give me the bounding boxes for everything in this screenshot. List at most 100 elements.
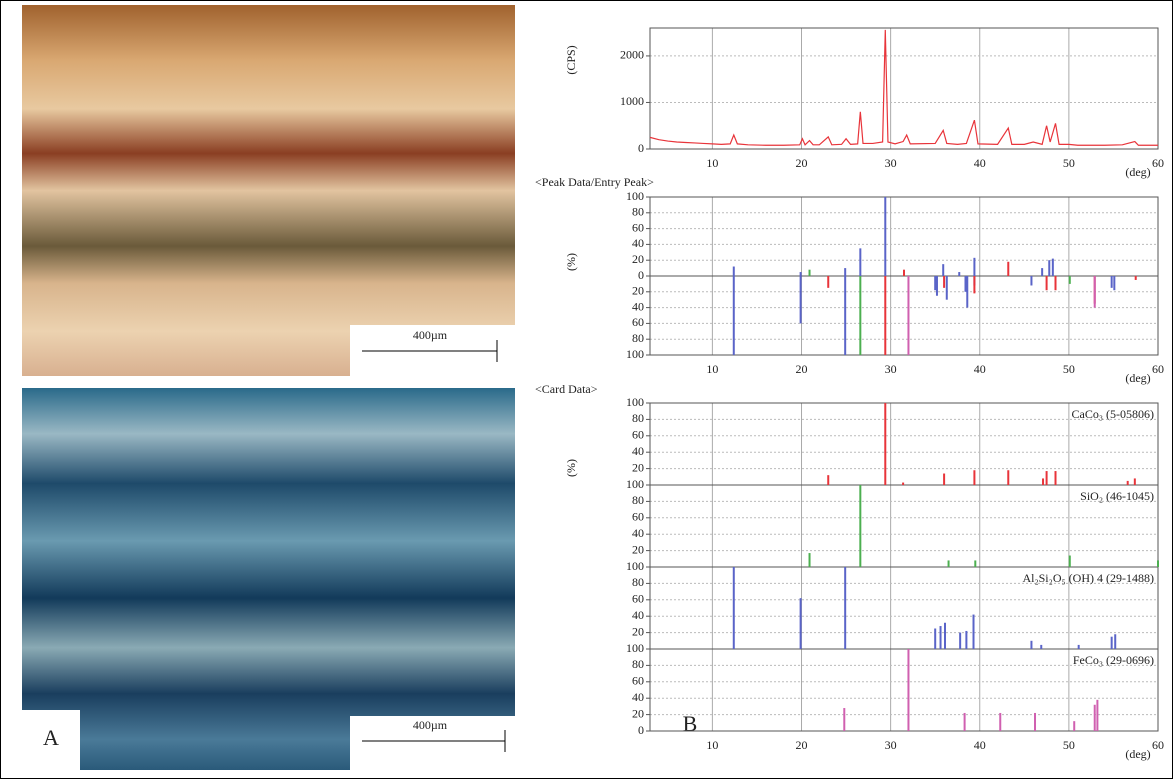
peak-bar [884,403,887,485]
peak-bar [732,276,735,355]
x-unit: (deg) [1125,165,1150,179]
chart-title: <Peak Data/Entry Peak> [535,175,654,189]
y-tick-label: 20 [632,284,644,298]
y-tick-label: 100 [626,641,644,655]
peak-bar [965,630,968,649]
x-tick-label: 40 [974,156,986,170]
y-tick-label: 60 [632,592,644,606]
peak-bar [934,276,937,291]
x-tick-label: 50 [1063,738,1075,752]
peak-bar [1157,560,1159,567]
peak-bar [859,485,862,567]
x-unit: (deg) [1125,371,1150,385]
y-tick-label: 80 [632,205,644,219]
peak-bar [972,614,975,649]
x-tick-label: 30 [885,738,897,752]
peak-bar [827,276,830,288]
peak-bar [1126,480,1129,485]
peak-bar [1096,699,1099,731]
peak-bar [1034,712,1037,731]
micrograph-ppl [22,5,515,376]
peak-bar [799,598,802,649]
y-tick-label: 20 [632,542,644,556]
y-tick-label: 100 [626,559,644,573]
y-tick-label: 0 [638,723,644,737]
peak-bar [943,473,946,485]
peak-bar [799,272,802,276]
peak-bar [884,197,887,276]
legend-label: CaCo₃ (5-05806) [1071,407,1154,421]
peak-bar [1045,471,1048,485]
x-tick-label: 60 [1152,156,1164,170]
peak-bar [1093,276,1096,308]
label-box [22,710,80,770]
y-tick-label: 40 [632,690,644,704]
peak-bar [943,276,946,288]
peak-bar [1134,276,1137,280]
peak-bar [907,276,910,355]
peak-bar [934,628,937,649]
y-tick-label: 80 [632,657,644,671]
peak-bar [1030,276,1033,286]
y-tick-label: 100 [626,347,644,361]
peak-bar [1041,268,1044,276]
x-tick-label: 40 [974,738,986,752]
scale-box [350,716,515,770]
peak-bar [939,626,942,649]
peak-bar [1114,634,1117,649]
y-tick-label: 0 [638,268,644,282]
peak-bar [1042,478,1045,485]
peak-bar [966,276,969,308]
y-tick-label: 20 [632,252,644,266]
peak-bar [1054,276,1057,291]
peak-bar [1068,555,1071,567]
y-tick-label: 20 [632,706,644,720]
peak-bar [843,708,846,731]
peak-bar [1045,276,1048,291]
y-tick-label: 100 [626,189,644,203]
peak-bar [1030,640,1033,649]
x-tick-label: 10 [706,362,718,376]
y-tick-label: 40 [632,526,644,540]
peak-bar [732,567,735,649]
x-tick-label: 20 [796,156,808,170]
x-tick-label: 60 [1152,362,1164,376]
peak-bar [973,276,976,294]
peak-bar [808,553,811,567]
x-tick-label: 10 [706,156,718,170]
y-tick-label: 40 [632,236,644,250]
x-tick-label: 20 [796,738,808,752]
y-tick-label: 60 [632,220,644,234]
plot-frame [649,27,1159,150]
panel-label: B [683,711,698,736]
x-tick-label: 20 [796,362,808,376]
peak-bar [1110,636,1113,649]
scale-label: 400µm [413,328,448,342]
peak-bar [974,560,977,567]
y-tick-label: 80 [632,331,644,345]
peak-bar [1048,260,1051,276]
peak-bar [1093,704,1096,731]
peak-bar [964,276,967,292]
x-tick-label: 50 [1063,362,1075,376]
y-tick-label: 60 [632,674,644,688]
xrd-pattern [649,29,1158,146]
peak-bar [903,269,905,276]
x-tick-label: 40 [974,362,986,376]
y-tick-label: 1000 [620,94,644,108]
y-tick-label: 80 [632,493,644,507]
peak-bar [1113,276,1116,291]
x-tick-label: 50 [1063,156,1075,170]
peak-bar [1051,258,1054,276]
peak-bar [942,264,945,276]
peak-bar [963,712,966,731]
peak-bar [799,276,802,324]
y-axis-label: (%) [564,253,578,271]
peak-bar [732,266,735,276]
peak-bar [844,276,847,355]
scale-label: 400µm [413,718,448,732]
peak-bar [827,475,830,485]
peak-bar [1054,471,1057,485]
y-tick-label: 40 [632,608,644,622]
peak-bar [947,560,950,567]
